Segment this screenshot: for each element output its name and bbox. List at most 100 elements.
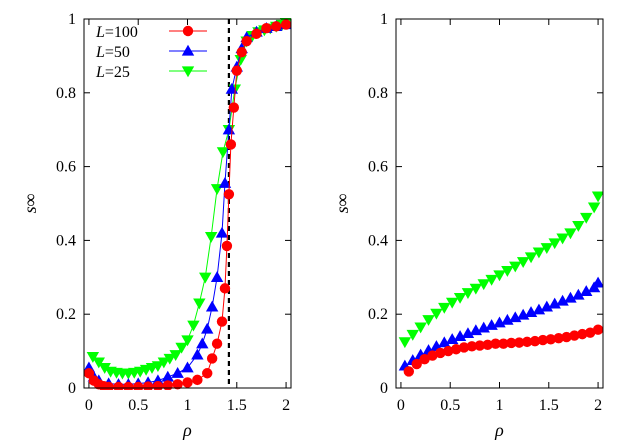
data-point: [540, 243, 554, 254]
data-point: [569, 330, 580, 341]
data-point: [206, 353, 218, 364]
data-point: [445, 333, 459, 344]
data-point: [199, 272, 212, 284]
data-point: [193, 298, 206, 310]
x-tick-label: 1.5: [539, 397, 559, 414]
data-point: [201, 322, 214, 334]
x-tick-label: 1: [184, 397, 192, 414]
data-point: [157, 357, 171, 369]
legend: L=100 L=50 L=25: [95, 24, 207, 81]
data-point: [204, 232, 218, 243]
data-point: [461, 288, 475, 299]
y-tick-label: 0.2: [56, 306, 76, 323]
data-point: [490, 338, 501, 349]
right-panel: 0 0.5 1 1.5 2 0 0.2 0.4 0.6 0.8 1 ρ s∞: [332, 11, 604, 440]
data-point: [537, 334, 549, 346]
x-axis-label: ρ: [182, 420, 192, 440]
data-point: [419, 354, 430, 365]
data-point: [403, 366, 415, 377]
data-point: [211, 338, 223, 349]
data-point: [556, 294, 569, 306]
data-point: [524, 252, 538, 264]
data-point: [216, 316, 228, 327]
data-point: [181, 335, 194, 347]
data-point: [151, 361, 165, 373]
data-point: [548, 238, 561, 250]
data-point: [182, 377, 193, 388]
data-point: [406, 329, 419, 341]
data-point: [591, 191, 603, 203]
data-point: [493, 270, 506, 282]
x-tick-label: 0.5: [440, 397, 460, 414]
legend-entry-label: L=50: [95, 44, 130, 61]
data-point: [461, 327, 475, 339]
data-point: [485, 274, 498, 286]
data-point: [225, 139, 237, 150]
data-point: [236, 47, 247, 58]
data-point: [172, 379, 183, 390]
data-point: [474, 340, 485, 351]
data-point: [466, 341, 478, 352]
axes-frame: [395, 18, 604, 389]
data-point: [438, 336, 451, 348]
data-point: [414, 322, 427, 334]
y-tick-label: 0.4: [368, 232, 388, 249]
plot-area: [398, 191, 603, 377]
y-tick-label: 0.8: [56, 85, 76, 102]
data-point: [271, 21, 282, 32]
data-point: [152, 380, 164, 390]
data-point: [453, 330, 467, 341]
x-tick-label: 0: [85, 397, 93, 414]
y-tick-label: 1: [380, 11, 388, 28]
y-tick-label: 0.6: [368, 159, 388, 176]
data-point: [584, 327, 596, 338]
data-point: [556, 233, 569, 245]
data-point: [86, 351, 100, 363]
data-point: [435, 347, 446, 359]
data-point: [545, 334, 556, 345]
data-point: [469, 283, 483, 295]
legend-marker: [182, 25, 194, 37]
left-panel: 0 0.5 1 1.5 2 0 0.2 0.4 0.6 0.8 1 ρ s∞ L=100 L=50 L=25: [20, 11, 292, 440]
data-point: [516, 257, 530, 269]
data-point: [564, 291, 577, 303]
data-point: [592, 324, 603, 335]
axes-frame: [83, 18, 292, 389]
data-point: [228, 102, 240, 113]
data-point: [251, 28, 262, 39]
y-tick-label: 0: [68, 380, 76, 397]
data-point: [241, 35, 252, 47]
legend-marker: [181, 44, 195, 56]
data-point: [98, 363, 111, 374]
data-point: [450, 344, 462, 355]
data-point: [509, 261, 522, 273]
x-tick-label: 1.5: [227, 397, 247, 414]
data-point: [521, 336, 533, 348]
x-axis-label: ρ: [494, 420, 504, 440]
data-point: [161, 370, 174, 382]
data-point: [163, 353, 176, 365]
data-point: [572, 220, 585, 232]
data-point: [261, 23, 272, 34]
data-point: [514, 337, 525, 348]
data-point: [202, 368, 213, 379]
y-tick-label: 0.2: [368, 306, 388, 323]
y-axis-label: s∞: [20, 194, 40, 214]
data-point: [218, 177, 232, 188]
data-point: [219, 283, 231, 294]
data-point: [181, 361, 194, 373]
data-point: [92, 357, 105, 369]
data-point: [591, 276, 603, 288]
x-tick-label: 0: [397, 397, 405, 414]
data-point: [192, 374, 203, 386]
x-tick-label: 2: [282, 397, 290, 414]
data-point: [445, 297, 459, 309]
x-tick-label: 1: [496, 397, 504, 414]
data-point: [443, 345, 454, 357]
data-point: [477, 279, 490, 291]
data-point: [506, 337, 517, 349]
data-point: [216, 147, 230, 159]
data-point: [84, 368, 95, 379]
data-point: [529, 335, 541, 347]
data-point: [580, 285, 593, 296]
